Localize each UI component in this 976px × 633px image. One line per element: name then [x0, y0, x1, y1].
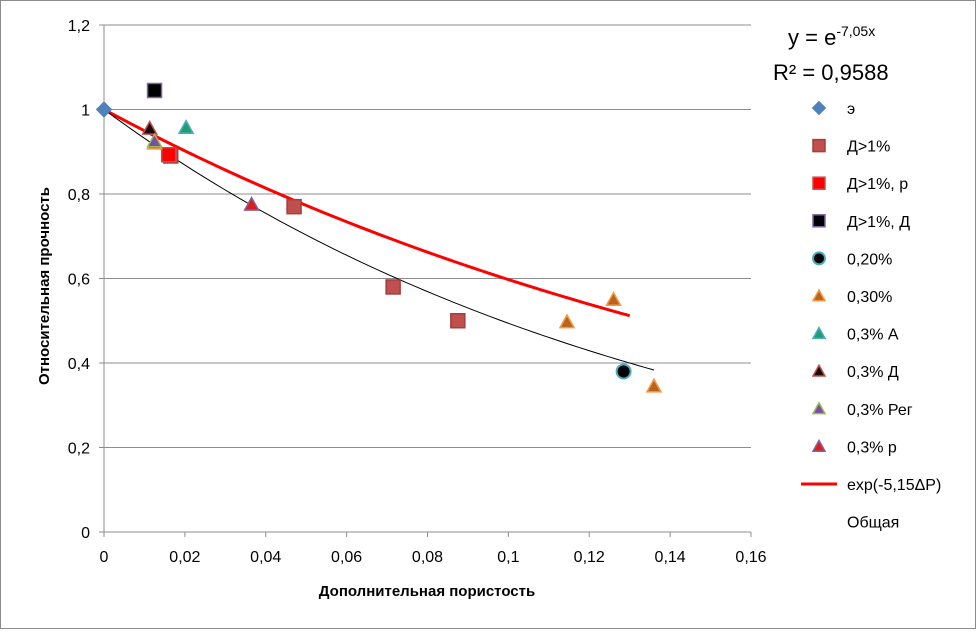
x-tick-label: 0 [100, 549, 109, 566]
legend-marker [812, 251, 826, 266]
data-point [146, 132, 163, 148]
x-tick-label: 0,1 [497, 549, 519, 566]
x-axis-title: Дополнительная пористость [319, 583, 535, 600]
legend-marker [811, 288, 827, 302]
x-tick-label: 0,02 [169, 549, 200, 566]
y-tick-label: 1,2 [68, 18, 90, 35]
legend-label: Д>1% [847, 139, 890, 156]
data-point [605, 291, 622, 306]
svg-text:y = e-7,05x: y = e-7,05x [788, 23, 875, 50]
data-point [286, 198, 302, 215]
data-point [141, 119, 158, 135]
equation-exponent: -7,05x [836, 23, 875, 39]
axes: 0 0,2 0,4 0,6 0,8 1 1,2 0 0,02 0,04 0,06 0,08 0,1 0,1… [68, 18, 767, 566]
legend-marker [811, 438, 827, 452]
y-tick-label: 1 [81, 103, 90, 120]
y-tick-label: 0,6 [68, 272, 90, 289]
legend-label: Общая [847, 515, 899, 532]
data-point [177, 119, 195, 135]
legend-marker [811, 363, 827, 377]
data-point [450, 313, 466, 329]
trend-lines [103, 108, 655, 371]
x-tick-label: 0,08 [412, 549, 443, 566]
data-point [95, 101, 113, 118]
data-point [645, 377, 663, 393]
x-tick-label: 0,06 [331, 549, 362, 566]
legend-marker [811, 326, 827, 340]
equation-base: y = e [788, 25, 836, 50]
legend-marker [812, 138, 826, 153]
legend-label: exp(-5,15ΔP) [847, 477, 941, 494]
y-tick-label: 0,2 [68, 441, 90, 458]
r-squared: R² = 0,9588 [773, 60, 889, 85]
legend-label: 0,3% А [847, 327, 899, 344]
x-tick-label: 0,14 [655, 549, 686, 566]
legend-label: 0,3% Д [847, 364, 899, 381]
data-point [385, 279, 401, 295]
x-tick-label: 0,12 [574, 549, 605, 566]
data-points [95, 82, 663, 393]
data-point [558, 313, 576, 329]
legend-label: 0,30% [847, 289, 892, 306]
legend-label: 0,3% р [847, 439, 897, 456]
data-point [160, 146, 177, 163]
y-tick-label: 0,4 [68, 356, 90, 373]
gridlines [104, 24, 751, 448]
legend-label: Д>1%, р [847, 176, 908, 193]
data-point [146, 82, 163, 99]
data-point [243, 196, 260, 211]
trendline-equation: y = e-7,05x R² = 0,9588 [773, 23, 889, 85]
trend-line [103, 108, 631, 318]
x-tick-label: 0,04 [250, 549, 281, 566]
x-tick-label: 0,16 [735, 549, 766, 566]
legend-label: э [847, 101, 855, 118]
legend: э Д>1% Д>1%, р Д>1%, Д 0,20% 0,30% 0,3% А 0,3% … [801, 100, 941, 532]
legend-marker [811, 401, 827, 415]
y-axis-title: Относительная прочность [36, 187, 53, 385]
legend-label: 0,3% Рег [847, 402, 913, 419]
legend-marker [811, 100, 827, 116]
y-tick-label: 0,8 [68, 187, 90, 204]
legend-marker [812, 214, 826, 228]
legend-marker [812, 176, 826, 190]
data-point [615, 363, 632, 380]
trend-line [103, 109, 655, 371]
legend-label: Д>1%, Д [847, 214, 910, 231]
y-tick-label: 0 [81, 525, 90, 542]
legend-label: 0,20% [847, 251, 892, 268]
